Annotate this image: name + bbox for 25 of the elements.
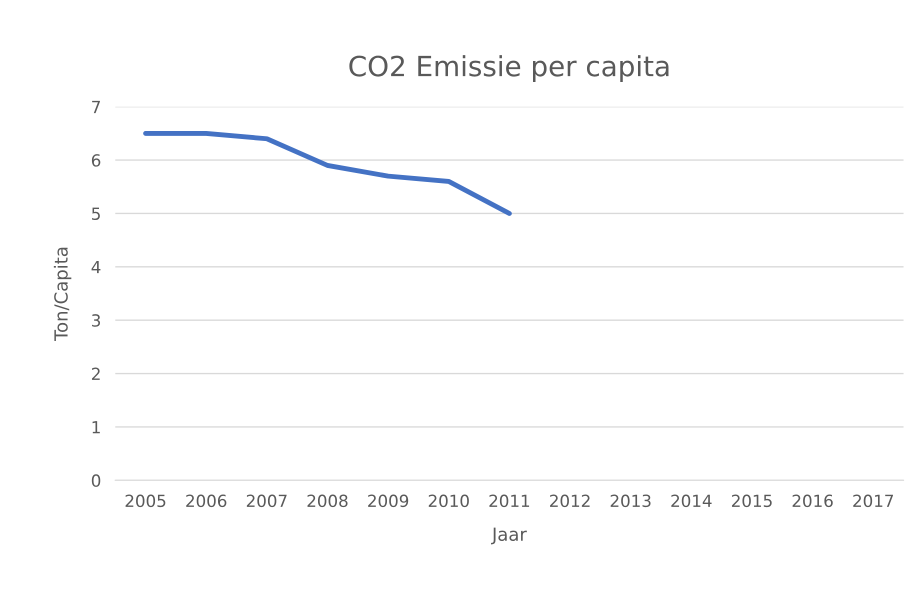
x-tick-label: 2017 <box>853 494 894 508</box>
y-tick-label: 1 <box>92 421 100 434</box>
y-tick-label: 6 <box>92 154 100 167</box>
y-tick-label: 0 <box>92 474 100 487</box>
x-tick-label: 2011 <box>489 494 530 508</box>
x-tick-label: 2014 <box>671 494 712 508</box>
x-axis-title: Jaar <box>491 528 527 544</box>
x-tick-label: 2016 <box>792 494 833 508</box>
y-tick-label: 2 <box>92 368 100 380</box>
x-tick-label: 2010 <box>428 494 469 508</box>
x-tick-label: 2012 <box>550 494 590 508</box>
x-tick-label: 2005 <box>126 494 166 508</box>
x-tick-label: 2006 <box>186 494 226 508</box>
x-tick-label: 2015 <box>732 494 772 508</box>
x-tick-label: 2013 <box>610 494 651 508</box>
y-axis-title: Ton/Capita <box>54 248 72 341</box>
x-tick-label: 2009 <box>368 494 408 508</box>
chart-title: CO2 Emissie per capita <box>349 55 668 82</box>
x-tick-label: 2008 <box>308 494 348 508</box>
y-tick-label: 5 <box>92 208 100 220</box>
x-tick-label: 2007 <box>246 494 287 508</box>
y-tick-label: 4 <box>92 261 100 274</box>
y-tick-label: 7 <box>92 100 100 114</box>
y-tick-label: 3 <box>92 314 100 327</box>
line-series <box>143 130 512 216</box>
